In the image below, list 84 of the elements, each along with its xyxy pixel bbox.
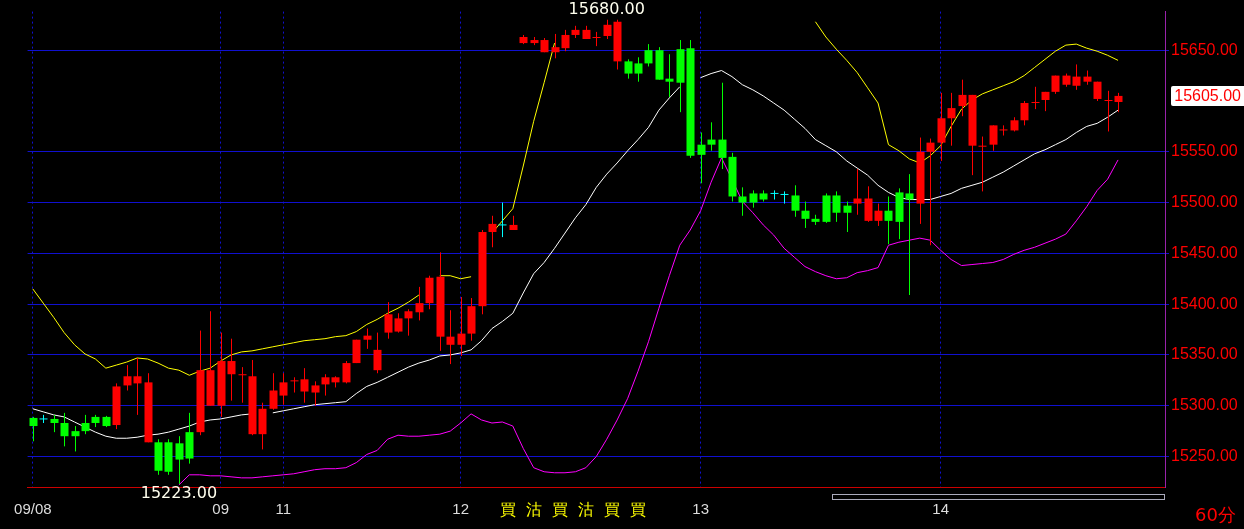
candlestick xyxy=(227,338,236,402)
candlestick xyxy=(394,312,403,334)
candlestick xyxy=(1104,90,1113,132)
candlestick xyxy=(603,19,612,40)
candlestick xyxy=(958,79,967,117)
candlestick xyxy=(665,53,674,98)
x-tick-label: 12 xyxy=(452,500,469,518)
candlestick xyxy=(279,372,288,406)
text: 沽 xyxy=(526,500,542,521)
candlestick xyxy=(905,173,914,296)
candlestick xyxy=(133,357,142,416)
candlestick xyxy=(853,168,862,216)
candlestick xyxy=(1072,63,1081,91)
annotation: 15680.00 xyxy=(568,0,645,18)
candlestick xyxy=(488,215,497,248)
text: 15605.00 xyxy=(1171,85,1244,106)
candlestick xyxy=(707,121,716,152)
candlestick xyxy=(999,124,1008,137)
x-tick-label: 09/08 xyxy=(14,500,52,518)
candlestick xyxy=(624,58,633,80)
candlestick xyxy=(697,131,706,184)
candlestick xyxy=(363,328,372,350)
candlestick xyxy=(29,416,38,442)
candlestick xyxy=(634,56,643,83)
y-tick-label: 15500.00 xyxy=(1171,192,1238,210)
candlestick xyxy=(457,296,466,357)
candlestick xyxy=(989,124,998,152)
candlestick xyxy=(238,366,247,404)
candlestick xyxy=(718,82,727,170)
x-tick-label: 11 xyxy=(275,500,292,518)
candlestick xyxy=(644,43,653,67)
candlestick xyxy=(290,376,299,394)
candlestick xyxy=(175,435,184,485)
x-tick-label: 09 xyxy=(212,500,229,518)
candlestick xyxy=(561,29,570,52)
y-tick-label: 15400.00 xyxy=(1171,294,1238,312)
x-tick-label: 14 xyxy=(932,500,949,518)
text: 買 xyxy=(552,500,568,521)
candlestick xyxy=(551,33,560,59)
candlestick xyxy=(71,425,80,452)
candlestick xyxy=(843,201,852,233)
candlestick xyxy=(947,92,956,147)
candlestick xyxy=(1020,100,1029,126)
candlestick xyxy=(1114,92,1123,113)
x-tick-label: 13 xyxy=(692,500,709,518)
candlestick xyxy=(592,31,601,47)
text: 60分 xyxy=(1195,503,1236,527)
candlestick xyxy=(269,372,278,411)
candlestick xyxy=(311,380,320,407)
text: 買 xyxy=(630,500,646,521)
candlestick xyxy=(342,360,351,384)
candlestick xyxy=(81,414,90,435)
candlestick xyxy=(770,189,779,201)
candlestick xyxy=(60,412,69,447)
y-tick-label: 15650.00 xyxy=(1171,40,1238,58)
candlestick xyxy=(384,301,393,340)
candlestick xyxy=(832,190,841,223)
candlestick xyxy=(373,332,382,374)
text: 沽 xyxy=(578,500,594,521)
candlestick xyxy=(801,201,810,229)
y-tick-label: 15350.00 xyxy=(1171,345,1238,363)
candlestick xyxy=(926,138,935,246)
candlestick xyxy=(780,190,789,205)
candlestick xyxy=(738,186,747,217)
candlestick xyxy=(1031,86,1040,110)
y-tick-label: 15250.00 xyxy=(1171,446,1238,464)
candlestick xyxy=(874,203,883,227)
y-tick-label: 15300.00 xyxy=(1171,396,1238,414)
candlestick xyxy=(791,184,800,218)
candlestick xyxy=(864,185,873,223)
candlestick xyxy=(300,367,309,404)
candlestick xyxy=(446,309,455,365)
candlestick xyxy=(404,308,413,337)
candlestick xyxy=(978,136,987,192)
candlestick xyxy=(884,195,893,245)
candlestick xyxy=(123,364,132,391)
y-tick-label: 15450.00 xyxy=(1171,243,1238,261)
candlestick xyxy=(498,202,507,238)
candlestick xyxy=(321,373,330,397)
y-tick-label: 15550.00 xyxy=(1171,142,1238,160)
annotation: 15223.00 xyxy=(140,483,218,503)
text: 買 xyxy=(500,500,516,521)
candlestick xyxy=(415,286,424,321)
text: 買 xyxy=(604,500,620,521)
